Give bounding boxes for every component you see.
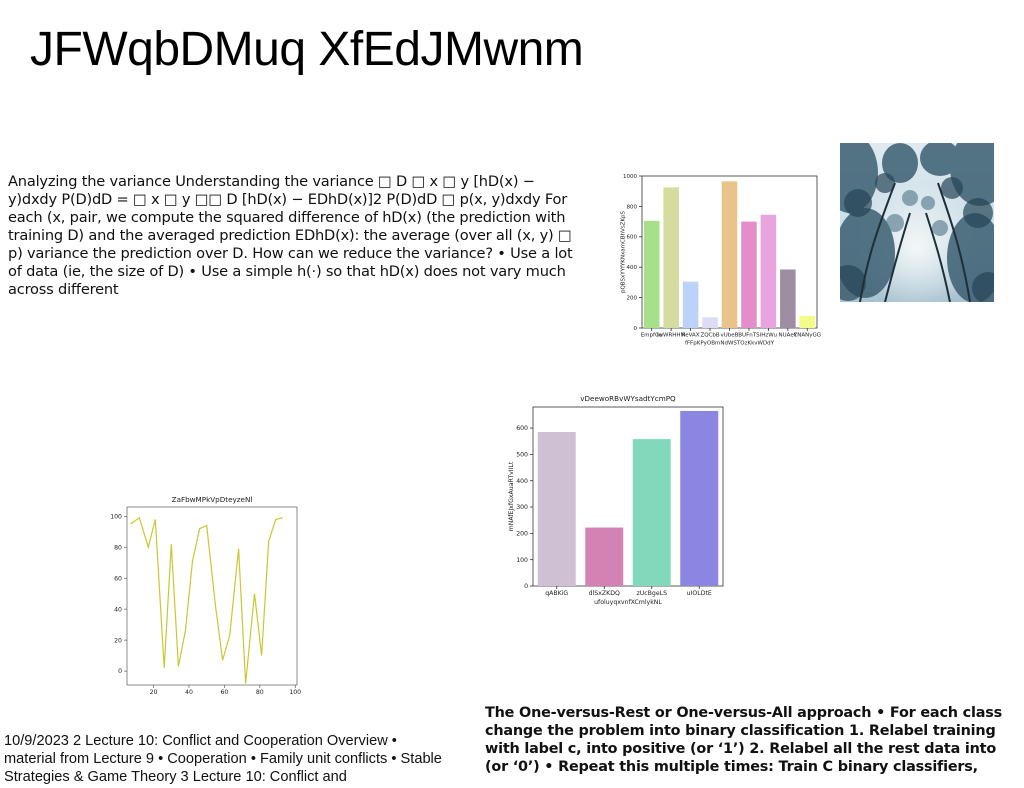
x-tick-label: CNANyGG [793, 333, 821, 339]
bottom-right-text: The One-versus-Rest or One-versus-All ap… [485, 705, 1002, 775]
bar [537, 432, 576, 586]
y-tick-label: 20 [114, 637, 122, 644]
y-tick-label: 0 [524, 583, 528, 590]
bar [702, 317, 718, 328]
x-tick-label: 80 [256, 689, 264, 696]
y-tick-label: 600 [627, 235, 638, 241]
x-tick-label: 20 [150, 689, 158, 696]
x-tick-label: qABKiG [545, 590, 568, 597]
x-tick-label: NUAeY [779, 333, 798, 339]
x-tick-label: BUFnTS [738, 333, 760, 339]
x-axis-label: ufoluyqxvnfXCmlykNL [594, 599, 662, 606]
x-tick-label: lwWRHHM [657, 333, 686, 339]
body-text: Analyzing the variance Understanding the… [8, 173, 573, 298]
bar [643, 220, 660, 328]
bar [680, 410, 719, 586]
y-tick-label: 600 [516, 425, 528, 432]
x-tick-label: ReVAX [682, 333, 700, 339]
y-axis-label: pQBSxYYfYKNxamCBhVsZKpS [620, 210, 626, 293]
y-tick-label: 200 [627, 296, 638, 302]
trees-photo [840, 143, 994, 302]
series-line [130, 516, 283, 684]
bar [663, 187, 679, 328]
bar [682, 281, 699, 328]
x-tick-label: ZQCbB [700, 333, 719, 339]
x-tick-label: 100 [289, 689, 301, 696]
x-tick-label: 60 [220, 689, 228, 696]
y-tick-label: 200 [516, 531, 528, 538]
x-axis-label: fFFpKPyOBmNdWSTOzKkvWDdY [685, 341, 775, 347]
y-tick-label: 400 [627, 265, 638, 271]
bar [585, 527, 624, 586]
y-tick-label: 0 [634, 326, 638, 332]
bar [632, 439, 671, 586]
y-tick-label: 100 [516, 557, 528, 564]
y-tick-label: 800 [627, 204, 638, 210]
y-axis-label: mNAfEJxfGxAuaRTvIILt [508, 461, 515, 531]
y-tick-label: 300 [516, 504, 528, 511]
y-tick-label: 80 [114, 544, 122, 551]
bar [799, 315, 816, 328]
y-tick-label: 0 [118, 668, 122, 675]
plot-frame [126, 506, 298, 686]
y-tick-label: 100 [110, 513, 122, 520]
y-tick-label: 500 [516, 452, 528, 459]
bar-chart-middle: vDeewoRBvWYsadtYcmPQ 0 100 200 300 400 500 600 q… [508, 394, 724, 606]
bar [741, 221, 757, 328]
x-tick-label: 40 [185, 689, 193, 696]
chart-title: vDeewoRBvWYsadtYcmPQ [580, 394, 676, 403]
x-tick-label: zUcBgeLS [636, 590, 667, 597]
line-chart: ZaFbwMPkVpDteyzeNl 0 20 40 60 80 100 20 40 60 80 10… [110, 495, 301, 696]
x-tick-label: vUbeB [721, 333, 739, 339]
y-tick-label: 400 [516, 478, 528, 485]
y-tick-label: 60 [114, 575, 122, 582]
bar [780, 269, 796, 328]
chart-title: ZaFbwMPkVpDteyzeNl [172, 495, 253, 504]
bottom-left-text: 10/9/2023 2 Lecture 10: Conflict and Coo… [4, 733, 442, 785]
y-tick-label: 1000 [623, 174, 637, 180]
bar [760, 214, 777, 328]
x-tick-label: dlSxZKDQ [589, 590, 620, 597]
bar [721, 181, 738, 328]
x-tick-label: uIOLDtE [687, 590, 712, 597]
y-tick-label: 40 [114, 606, 122, 613]
plot-frame [532, 406, 724, 587]
x-tick-label: lHzWu [760, 333, 777, 339]
x-tick-label: EmpfGu [641, 333, 663, 339]
slide-title: JFWqbDMuq XfEdJMwnm [30, 23, 584, 76]
